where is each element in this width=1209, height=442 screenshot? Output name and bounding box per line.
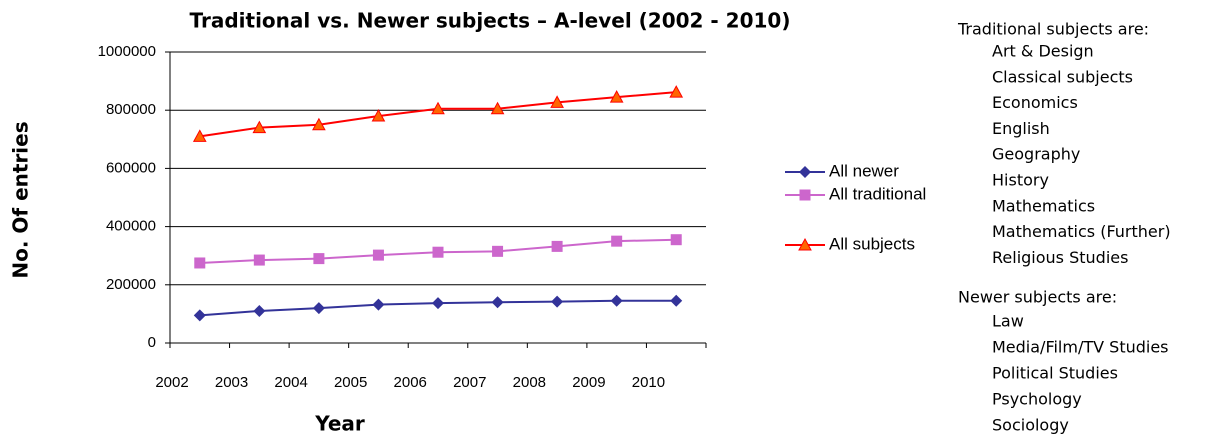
y-tick-label: 600000 (106, 159, 156, 176)
sidebar-item: Sociology (992, 416, 1069, 435)
sidebar-item: Geography (992, 145, 1080, 164)
sidebar-item: Law (992, 312, 1024, 331)
marker (192, 129, 207, 142)
y-tick-label: 0 (148, 334, 156, 351)
marker (313, 253, 325, 265)
chart-title: Traditional vs. Newer subjects – A-level… (190, 9, 791, 33)
x-tick-label: 2004 (274, 374, 307, 391)
sidebar-heading: Newer subjects are: (958, 288, 1117, 307)
marker (371, 108, 386, 122)
marker (551, 240, 563, 252)
sidebar-item: Political Studies (992, 364, 1118, 383)
y-tick-label: 200000 (106, 276, 156, 293)
marker (490, 101, 505, 115)
marker (253, 304, 266, 317)
marker (610, 294, 623, 307)
marker (253, 254, 265, 266)
marker (432, 297, 444, 310)
marker (432, 246, 444, 258)
sidebar-item: Psychology (992, 390, 1082, 409)
marker (431, 101, 445, 115)
series-line (199, 91, 677, 138)
marker (194, 257, 206, 269)
marker (193, 309, 206, 322)
marker (312, 302, 325, 315)
x-tick-label: 2010 (632, 374, 665, 391)
marker (669, 85, 684, 98)
sidebar-item: Art & Design (992, 42, 1094, 61)
marker (252, 120, 267, 134)
marker (609, 90, 624, 103)
marker (550, 95, 564, 108)
marker (799, 189, 811, 201)
y-tick-label: 400000 (106, 218, 156, 235)
sidebar-item: Mathematics (992, 196, 1095, 215)
marker (312, 117, 326, 131)
legend-label: All traditional (829, 184, 926, 203)
sidebar-item: English (992, 119, 1050, 138)
marker (799, 166, 811, 178)
sidebar-item: History (992, 171, 1049, 190)
x-axis-label: Year (314, 412, 365, 436)
sidebar-item: Religious Studies (992, 248, 1128, 267)
x-tick-label: 2006 (394, 374, 427, 391)
marker (372, 298, 385, 311)
marker (491, 296, 504, 309)
marker (798, 237, 812, 251)
x-tick-label: 2009 (572, 374, 605, 391)
sidebar-item: Economics (992, 93, 1078, 112)
y-tick-label: 1000000 (98, 43, 156, 60)
sidebar-item: Mathematics (Further) (992, 222, 1171, 241)
x-tick-label: 2002 (155, 374, 188, 391)
legend-label: All subjects (829, 234, 915, 253)
sidebar-item: Classical subjects (992, 67, 1133, 86)
marker (670, 294, 683, 307)
marker (670, 234, 682, 246)
x-tick-label: 2005 (334, 374, 367, 391)
y-tick-label: 800000 (106, 101, 156, 118)
marker (492, 245, 504, 257)
marker (372, 249, 384, 261)
sidebar-item: Media/Film/TV Studies (992, 338, 1169, 357)
x-tick-label: 2007 (453, 374, 486, 391)
x-tick-label: 2008 (513, 374, 546, 391)
marker (551, 295, 564, 308)
x-tick-label: 2003 (215, 374, 248, 391)
marker (611, 235, 623, 247)
y-axis-label: No. Of entries (9, 121, 33, 278)
sidebar-heading: Traditional subjects are: (957, 20, 1149, 39)
legend-label: All newer (829, 161, 899, 180)
